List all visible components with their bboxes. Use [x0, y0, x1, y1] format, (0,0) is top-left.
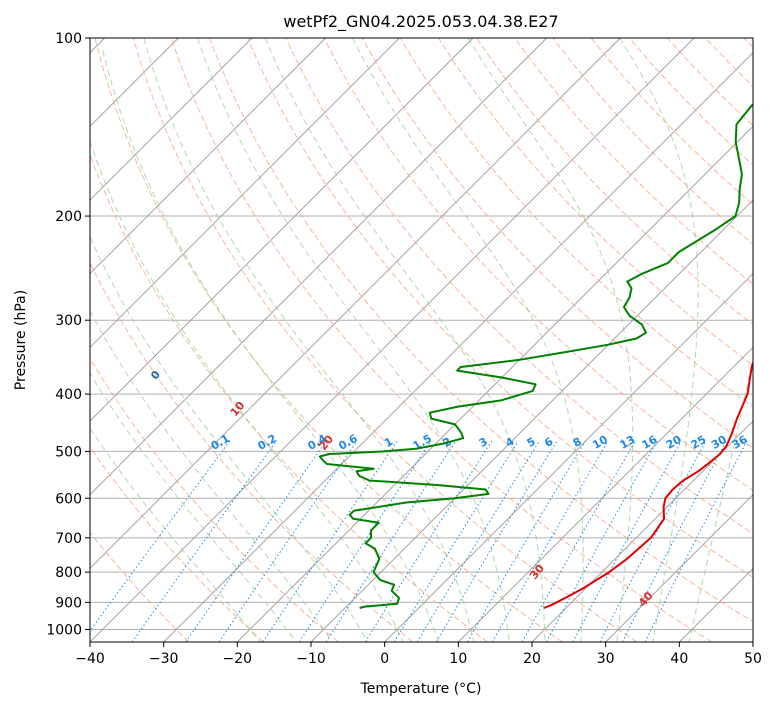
- dry-adiabat-line: [90, 153, 488, 642]
- x-tick-label: 10: [449, 651, 467, 667]
- dry-adiabat-line: [94, 38, 563, 642]
- temperature-profile-line: [543, 360, 753, 609]
- x-tick-label: −10: [296, 651, 326, 667]
- dry-adiabat-line: [90, 261, 414, 642]
- mixing-ratio-line: [644, 440, 748, 642]
- dry-adiabat-line: [90, 531, 190, 642]
- y-tick-label: 800: [55, 565, 82, 581]
- mixing-ratio-line: [185, 440, 327, 642]
- dry-adiabat-line: [90, 357, 339, 642]
- mixing-ratio-line: [364, 440, 493, 642]
- dry-adiabat-line: [170, 38, 712, 642]
- isotherm-line: [90, 38, 326, 275]
- moist-adiabat-line: [90, 310, 333, 642]
- mixing-ratio-line: [90, 440, 231, 632]
- chart-title: wetPf2_GN04.2025.053.04.38.E27: [283, 12, 558, 32]
- x-tick-label: 20: [523, 651, 541, 667]
- mixing-ratio-line: [491, 440, 609, 642]
- isotherm-line: [163, 52, 753, 642]
- mixing-ratio-line: [467, 440, 586, 642]
- isotherm-line: [384, 273, 753, 642]
- moist-adiabat-line: [90, 372, 297, 642]
- y-tick-label: 500: [55, 444, 82, 460]
- dry-adiabat-line: [514, 38, 753, 285]
- x-tick-label: 30: [597, 651, 615, 667]
- isotherm-line: [90, 38, 547, 496]
- profile-lines: [318, 103, 753, 609]
- x-tick-label: −30: [149, 651, 179, 667]
- moist-adiabat-line: [90, 235, 369, 642]
- y-tick-label: 100: [55, 31, 82, 47]
- moist-adiabat-line: [102, 50, 439, 642]
- mixing-ratio-line: [435, 440, 558, 642]
- dry-adiabat-line: [132, 38, 638, 642]
- isotherm-line: [90, 38, 621, 569]
- x-tick-label: 40: [670, 651, 688, 667]
- isotherm-line: [90, 38, 474, 422]
- y-tick-label: 900: [55, 595, 82, 611]
- y-axis-label: Pressure (hPa): [13, 290, 29, 390]
- dewpoint-profile-line: [318, 103, 753, 609]
- dry-adiabat-line: [399, 38, 753, 408]
- moist-adiabat-line: [197, 38, 510, 642]
- y-tick-label: 1000: [46, 622, 82, 638]
- isotherm-line: [531, 420, 753, 642]
- x-tick-label: −20: [223, 651, 253, 667]
- moist-adiabat-line: [90, 427, 261, 642]
- x-tick-label: 0: [380, 651, 389, 667]
- x-tick-label: 50: [744, 651, 762, 667]
- dry-adiabat-line: [209, 38, 753, 623]
- isotherm-line: [605, 494, 753, 642]
- isotherm-line: [90, 38, 253, 201]
- y-tick-label: 400: [55, 387, 82, 403]
- mixing-ratio-line: [545, 440, 658, 642]
- isotherm-line: [90, 38, 400, 348]
- axes: −40 −30 −20 −10 0 10 20 30 40 50 100 200 300 400 500 60…: [46, 31, 762, 667]
- mixing-ratio-line: [298, 440, 432, 642]
- mixing-ratio-line: [393, 440, 519, 642]
- mixing-ratio-line: [416, 440, 540, 642]
- moist-adiabat-line: [352, 38, 584, 642]
- mixing-ratio-line: [262, 440, 399, 642]
- mixing-ratio-line: [218, 440, 358, 642]
- y-tick-label: 700: [55, 531, 82, 547]
- y-tick-label: 200: [55, 209, 82, 225]
- background-lines: [90, 38, 753, 642]
- moist-adiabat-line: [90, 139, 404, 642]
- dry-adiabat-line: [437, 38, 753, 366]
- y-tick-label: 300: [55, 313, 82, 329]
- dry-adiabat-line: [90, 446, 264, 642]
- dry-adiabat-line: [285, 38, 753, 535]
- isotherm-line: [237, 125, 753, 642]
- mixing-ratio-line: [521, 440, 636, 642]
- isotherm-line: [90, 38, 695, 642]
- isotherm-line: [458, 346, 753, 642]
- moist-adiabat-line: [143, 38, 475, 642]
- x-axis-label: Temperature (°C): [360, 681, 482, 697]
- x-tick-label: −40: [75, 651, 105, 667]
- plot-frame: [89, 37, 754, 643]
- moist-adiabat-line: [264, 38, 546, 642]
- y-tick-label: 600: [55, 491, 82, 507]
- dry-adiabat-line: [247, 38, 753, 578]
- moist-adiabat-line: [619, 38, 699, 642]
- moist-adiabat-line: [688, 356, 753, 642]
